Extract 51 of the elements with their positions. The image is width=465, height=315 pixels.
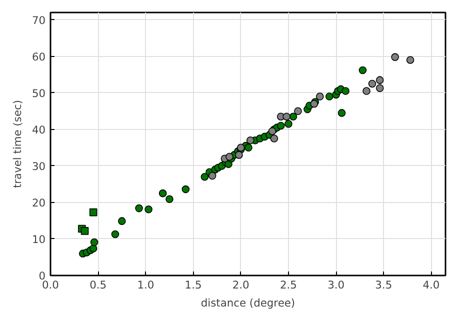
point bbox=[111, 230, 120, 238]
point bbox=[391, 53, 399, 61]
y-tick-label: 10 bbox=[32, 232, 46, 246]
point bbox=[246, 136, 254, 144]
point bbox=[358, 66, 367, 74]
x-tick-label: 1.0 bbox=[137, 278, 154, 292]
y-tick-label: 40 bbox=[32, 123, 46, 136]
point bbox=[376, 84, 384, 92]
point bbox=[235, 151, 243, 159]
point bbox=[362, 87, 370, 95]
point bbox=[182, 185, 190, 194]
point bbox=[406, 56, 414, 64]
point bbox=[90, 238, 98, 246]
point bbox=[158, 189, 167, 198]
x-tick-label: 4.0 bbox=[422, 278, 440, 292]
point bbox=[282, 112, 290, 120]
point bbox=[89, 244, 98, 252]
x-axis-title: distance (degree) bbox=[200, 296, 296, 310]
point bbox=[342, 87, 350, 95]
x-tick-label: 0.0 bbox=[42, 278, 60, 292]
point bbox=[89, 208, 98, 216]
x-tick-label: 2.5 bbox=[280, 278, 297, 292]
point bbox=[200, 172, 209, 181]
point bbox=[376, 76, 384, 84]
point bbox=[368, 80, 376, 88]
y-tick-label: 70 bbox=[32, 14, 46, 27]
y-tick-label: 50 bbox=[32, 86, 46, 100]
point bbox=[276, 122, 285, 130]
x-tick-label: 3.0 bbox=[328, 278, 345, 292]
point bbox=[316, 92, 324, 100]
point bbox=[325, 92, 334, 100]
x-tick-label: 1.5 bbox=[184, 278, 202, 292]
point bbox=[338, 109, 346, 117]
point bbox=[118, 217, 126, 225]
y-axis-title: travel time (sec) bbox=[10, 100, 24, 188]
point bbox=[294, 107, 302, 116]
y-tick-label: 60 bbox=[32, 50, 46, 64]
y-tick-label: 20 bbox=[32, 196, 46, 210]
point bbox=[144, 205, 152, 214]
point bbox=[80, 227, 89, 235]
point bbox=[208, 172, 216, 180]
x-tick-label: 2.0 bbox=[232, 278, 250, 292]
point bbox=[135, 204, 143, 212]
point bbox=[166, 195, 174, 204]
y-tick-label: 30 bbox=[32, 160, 46, 173]
point bbox=[270, 134, 278, 142]
point bbox=[244, 144, 252, 152]
point bbox=[284, 120, 292, 128]
point bbox=[289, 112, 298, 120]
x-tick-label: 0.5 bbox=[90, 278, 107, 292]
x-tick-label: 3.5 bbox=[375, 278, 392, 292]
